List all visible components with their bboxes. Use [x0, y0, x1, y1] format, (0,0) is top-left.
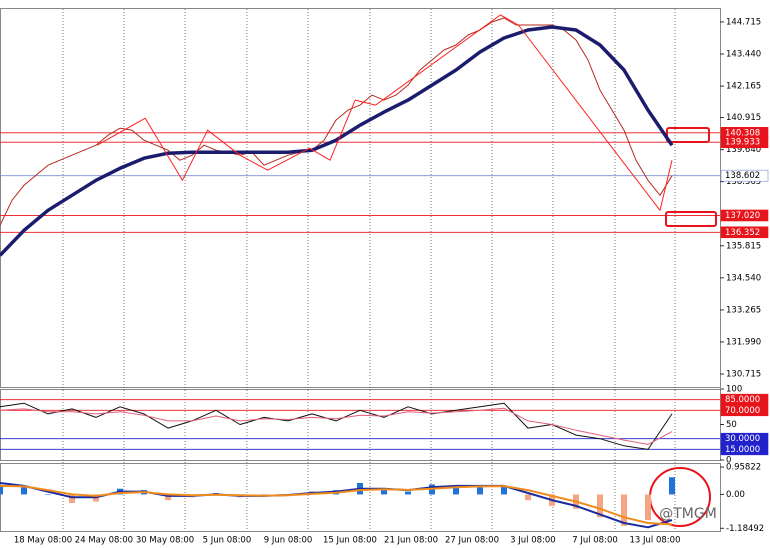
- level-label: 138.602: [725, 171, 760, 181]
- x-tick-label: 21 Jun 08:00: [384, 536, 438, 546]
- y-tick-label: 134.540: [726, 273, 761, 283]
- histogram-bar: [0, 485, 3, 495]
- histogram-bar: [669, 477, 675, 495]
- histogram-bar: [381, 488, 387, 495]
- level-label-box: [720, 209, 769, 222]
- x-tick-label: 18 May 08:00: [14, 536, 72, 546]
- main-panel: [0, 8, 721, 388]
- level-label: 139.933: [725, 138, 760, 148]
- x-tick-label: 30 May 08:00: [136, 536, 194, 546]
- level-label-box: [720, 226, 769, 239]
- histogram-bar: [621, 494, 627, 526]
- y-tick-label: 133.265: [726, 305, 761, 315]
- level-label: 30.0000: [725, 434, 760, 444]
- x-tick-label: 27 Jun 08:00: [445, 536, 499, 546]
- histogram-bar: [645, 494, 651, 521]
- histogram-bar: [405, 491, 411, 495]
- series-line: [0, 25, 674, 257]
- series-line: [0, 407, 673, 445]
- level-label-box: [720, 169, 769, 182]
- histogram-bar: [69, 494, 75, 503]
- x-tick-label: 5 Jun 08:00: [203, 536, 252, 546]
- histogram-bar: [501, 485, 507, 495]
- y-tick-label: 139.640: [726, 145, 761, 155]
- histogram-bar: [477, 487, 483, 495]
- series-line: [0, 484, 673, 526]
- histogram-bar: [45, 494, 51, 495]
- y-tick-label: 142.165: [726, 82, 761, 92]
- series-line: [96, 14, 673, 211]
- series-line: [0, 402, 673, 450]
- watermark: @TMGM: [659, 506, 717, 522]
- y-tick-label: 135.815: [726, 241, 761, 251]
- histogram-bar: [597, 494, 603, 518]
- y-tick-label: 0.00: [726, 490, 745, 500]
- level-label-box: [720, 136, 769, 149]
- y-tick-label: 131.990: [726, 337, 761, 347]
- level-label: 136.352: [725, 228, 760, 238]
- y-tick-label: 140.915: [726, 113, 761, 123]
- level-label: 15.0000: [725, 445, 760, 455]
- level-label: 70.0000: [725, 406, 760, 416]
- x-tick-label: 3 Jul 08:00: [510, 536, 556, 546]
- y-tick-label: 100: [726, 385, 742, 395]
- y-tick-label: 0.95822: [726, 463, 761, 473]
- level-label: 137.020: [725, 211, 760, 221]
- level-label-box: [720, 443, 769, 456]
- y-tick-label: -1.18492: [726, 524, 764, 534]
- x-tick-label: 24 May 08:00: [75, 536, 133, 546]
- x-tick-label: 9 Jun 08:00: [264, 536, 313, 546]
- x-tick-label: 7 Jul 08:00: [572, 536, 618, 546]
- level-label-box: [720, 404, 769, 417]
- histogram-bar: [165, 494, 171, 501]
- histogram-bar: [453, 485, 459, 495]
- x-tick-label: 15 Jun 08:00: [323, 536, 377, 546]
- highlight-box: [665, 211, 717, 227]
- histogram-bar: [525, 494, 531, 501]
- y-tick-label: 0: [726, 456, 731, 466]
- y-tick-label: 50: [726, 420, 737, 430]
- y-tick-label: 130.715: [726, 370, 761, 380]
- level-label: 140.308: [725, 128, 760, 138]
- x-tick-label: 13 Jul 08:00: [630, 536, 681, 546]
- histogram-bar: [21, 487, 27, 495]
- y-tick-label: 143.440: [726, 50, 761, 60]
- y-tick-label: 144.715: [726, 17, 761, 27]
- macd-panel: [0, 463, 721, 532]
- level-label: 85.0000: [725, 395, 760, 405]
- y-tick-label: 138.365: [726, 177, 761, 187]
